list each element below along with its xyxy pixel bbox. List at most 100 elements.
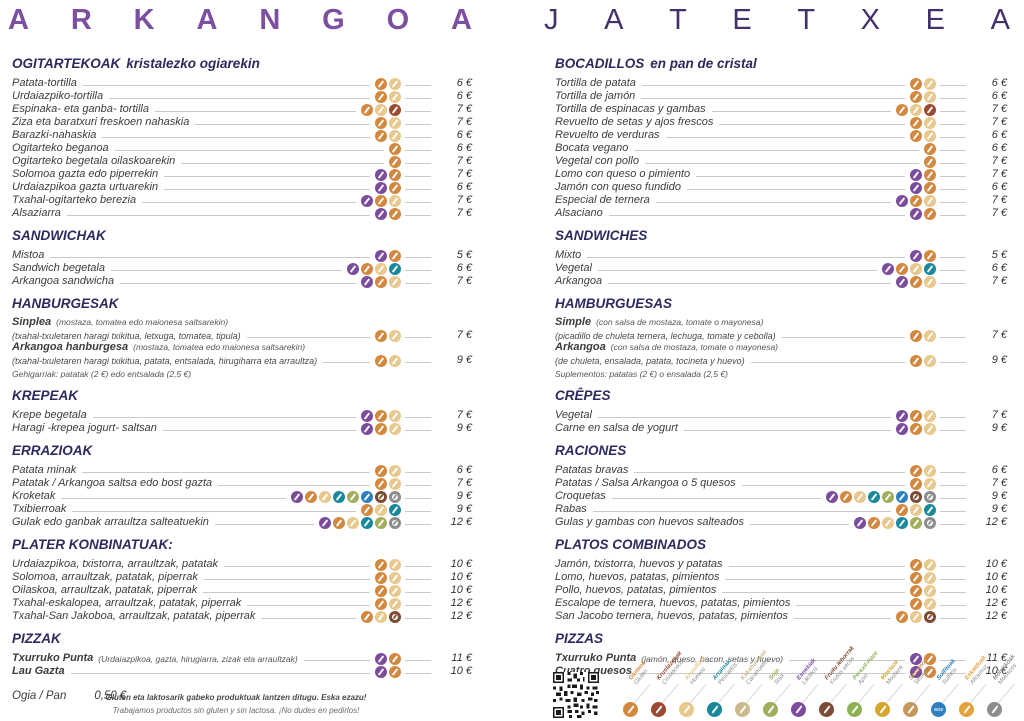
allergen-icons (910, 666, 936, 678)
allergen-huevos-icon (882, 517, 894, 529)
section-title: SANDWICHAK (12, 228, 472, 243)
price-leader-line (940, 417, 966, 418)
allergen-huevos-icon (924, 585, 936, 597)
allergen-icons (375, 330, 401, 342)
section-title-text: CRÊPES (555, 388, 611, 403)
allergen-huevos-icon (924, 572, 936, 584)
item-description: (mostaza, tomatea edo maionesa saltsarek… (56, 317, 229, 327)
price-leader-line (405, 137, 431, 138)
price-leader-line (940, 150, 966, 151)
allergen-icons (375, 572, 401, 584)
menu-item: Ogitarteko begetala oilaskoarekin 7 € (12, 154, 472, 168)
allergen-icons (910, 465, 936, 477)
allergen-gluten-icon (375, 330, 387, 342)
price-leader-line (70, 673, 370, 674)
allergen-gluten-icon (375, 91, 387, 103)
menu-item: Ogitarteko beganoa 6 € (12, 141, 472, 155)
item-price: 12 € (985, 516, 1007, 528)
allergen-lacteos-icon (910, 653, 922, 665)
menu-section: RACIONES Patatas bravas 6 € Patatas / Salsa… (555, 443, 1007, 529)
allergen-icons (910, 330, 936, 342)
price-leader-line (109, 98, 370, 99)
item-name: Tortilla de espinacas y gambas (555, 103, 706, 115)
item-price: 7 € (456, 168, 472, 180)
item-price: 12 € (450, 516, 472, 528)
legend-label-soja: Soja Soja (768, 668, 786, 686)
item-price: 7 € (991, 275, 1007, 287)
item-name: Patatas / Salsa Arkangoa o 5 quesos (555, 477, 736, 489)
item-price: 7 € (991, 207, 1007, 219)
section-title-text: KREPEAK (12, 388, 79, 403)
item-price: 10 € (450, 665, 472, 677)
price-leader-line (741, 485, 905, 486)
menu-item: Rabas 9 € (555, 502, 1007, 516)
allergen-gluten-icon (375, 78, 387, 90)
allergen-huevos-icon (924, 195, 936, 207)
item-name: Kroketak (12, 490, 56, 502)
footer-note-basque: Gluten eta laktosarik gabeko produktuak … (105, 693, 367, 702)
item-price: 9 € (456, 422, 472, 434)
allergen-gluten-icon (375, 465, 387, 477)
item-name: Gulak edo ganbak arraultza salteatuekin (12, 516, 209, 528)
price-leader-line (162, 430, 356, 431)
allergen-gluten-icon (924, 169, 936, 181)
allergen-icons (375, 208, 401, 220)
price-leader-line (405, 98, 431, 99)
price-leader-line (61, 498, 286, 499)
allergen-icons (910, 91, 936, 103)
legend-item-sesamo: Sesamo Sésamo (897, 660, 932, 719)
section-title: PLATOS COMBINADOS (555, 537, 1007, 552)
price-leader-line (405, 485, 431, 486)
menu-item: Espinaka- eta ganba- tortilla 7 € (12, 102, 472, 116)
allergen-pescados-icon (389, 504, 401, 516)
item-price: 7 € (991, 477, 1007, 489)
allergen-soja-icon (910, 517, 922, 529)
allergen-gluten-icon (924, 156, 936, 168)
allergen-lacteos-icon (791, 702, 806, 717)
price-leader-line (634, 150, 919, 151)
item-price: 6 € (991, 142, 1007, 154)
allergen-apio-icon (847, 702, 862, 717)
price-leader-line (940, 498, 966, 499)
item-price: 6 € (456, 77, 472, 89)
price-leader-line (940, 202, 966, 203)
price-leader-line (164, 189, 370, 190)
menu-item: Urdaiazpikoa gazta urtuarekin 6 € (12, 180, 472, 194)
menu-item: Gulak edo ganbak arraultza salteatuekin 1… (12, 515, 472, 529)
item-price: 12 € (450, 597, 472, 609)
item-price: 7 € (991, 168, 1007, 180)
item-price: 7 € (456, 194, 472, 206)
allergen-icons (375, 465, 401, 477)
allergen-gluten-icon (375, 410, 387, 422)
price-leader-line (102, 137, 370, 138)
price-leader-line (940, 85, 966, 86)
menu-item-detail-line: (txahal-txuletaren haragi txikitua, pata… (12, 353, 472, 367)
price-leader-line (940, 270, 966, 271)
allergen-pescados-icon (707, 702, 722, 717)
price-leader-line (181, 163, 384, 164)
allergen-icons (361, 410, 401, 422)
allergen-lacteos-icon (896, 410, 908, 422)
item-price: 7 € (456, 477, 472, 489)
allergen-huevos-icon (375, 104, 387, 116)
menu-item: Vegetal 7 € (555, 408, 1007, 422)
price-leader-line (405, 417, 431, 418)
item-price: 9 € (991, 503, 1007, 515)
section-footnote: Gehigarriak: patatak (2 €) edo entsalada… (12, 369, 192, 379)
footer-note-spanish: Trabajamos productos sin gluten y sin la… (112, 706, 360, 715)
section-title-text: HAMBURGUESAS (555, 296, 673, 311)
allergen-cacahuetes-icon (735, 702, 750, 717)
item-name: Txahal-San Jakoboa, arraultzak, patatak,… (12, 610, 256, 622)
allergen-gluten-icon (896, 104, 908, 116)
bread-price-row: Ogia / Pan 0,50 € (12, 690, 472, 702)
section-title-text: PIZZAS (555, 631, 604, 646)
allergen-icons (375, 478, 401, 490)
menu-item: Carne en salsa de yogurt 9 € (555, 421, 1007, 435)
price-leader-line (247, 605, 370, 606)
price-leader-line (683, 430, 891, 431)
allergen-icons (375, 598, 401, 610)
item-price: 6 € (991, 181, 1007, 193)
menu-item: Sinplea (mostaza, tomatea edo maionesa sa… (12, 316, 472, 342)
allergen-gluten-icon (389, 653, 401, 665)
allergen-icons (361, 504, 401, 516)
